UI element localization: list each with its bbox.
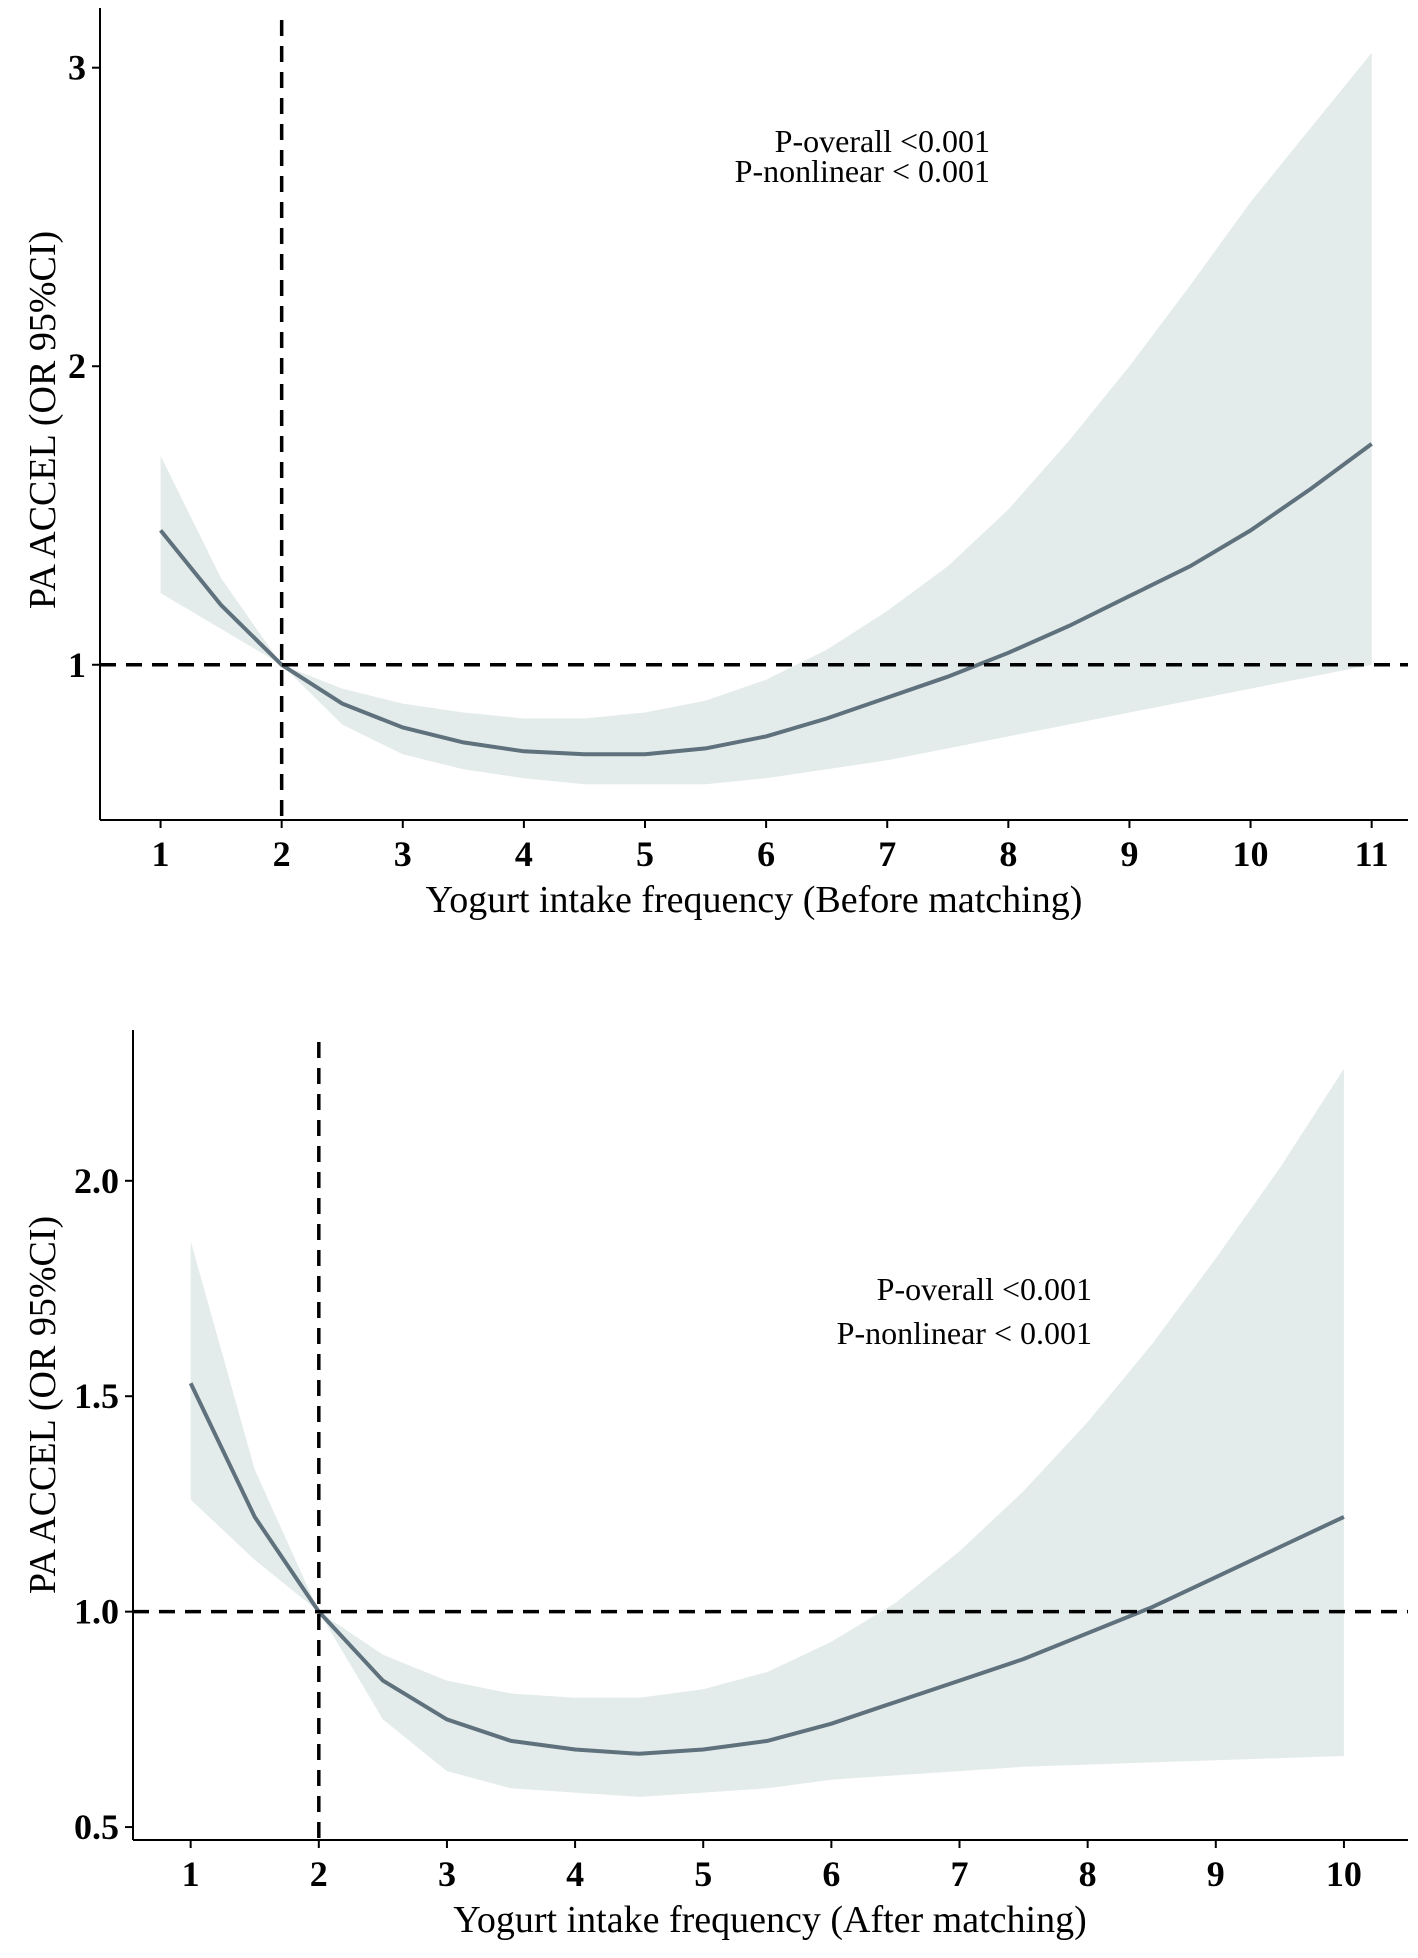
- top-panel: 1 2 3 4 5 6 7 8 9 10 11 123 Yogurt intake frequenc…: [22, 8, 1408, 921]
- x-tick-label: 10: [1233, 834, 1269, 874]
- confidence-band: [190, 1068, 1344, 1797]
- x-tick-label: 4: [566, 1854, 584, 1894]
- y-tick-label: 2: [68, 346, 86, 386]
- p-nonlinear-annotation: P-nonlinear < 0.001: [837, 1315, 1092, 1351]
- x-tick-label: 1: [182, 1854, 200, 1894]
- x-tick-label: 2: [273, 834, 291, 874]
- or-curve: [159, 442, 1373, 757]
- x-tick-label: 5: [636, 834, 654, 874]
- or-curve: [188, 1382, 1345, 1756]
- x-ticks: 1 2 3 4 5 6 7 8 9 10: [182, 1840, 1362, 1894]
- y-ticks: 0.5 1.0 1.5 2.0: [74, 1161, 133, 1847]
- y-tick-label: 2.0: [74, 1161, 119, 1201]
- x-tick-label: 11: [1355, 834, 1389, 874]
- y-tick-label: 1.5: [74, 1376, 119, 1416]
- x-tick-label: 8: [999, 834, 1017, 874]
- x-tick-label: 10: [1326, 1854, 1362, 1894]
- y-axis-title: PA ACCEL (OR 95%CI): [22, 1216, 64, 1594]
- x-tick-label: 7: [951, 1854, 969, 1894]
- p-overall-annotation: P-overall <0.001: [775, 123, 990, 159]
- bottom-panel: 1 2 3 4 5 6 7 8 9 10 0.5 1.0 1.5 2.0 Yogurt intake f…: [22, 1030, 1408, 1941]
- confidence-band: [160, 52, 1372, 785]
- x-tick-label: 9: [1120, 834, 1138, 874]
- p-overall-annotation: P-overall <0.001: [877, 1271, 1092, 1307]
- y-tick-label: 1: [68, 645, 86, 685]
- x-tick-label: 2: [310, 1854, 328, 1894]
- p-nonlinear-annotation: P-nonlinear < 0.001: [735, 153, 990, 189]
- x-tick-label: 9: [1207, 1854, 1225, 1894]
- x-tick-label: 3: [438, 1854, 456, 1894]
- x-tick-label: 7: [878, 834, 896, 874]
- y-ticks: 1 2 3: [68, 48, 100, 685]
- y-tick-label: 3: [68, 48, 86, 88]
- x-axis-title: Yogurt intake frequency (After matching): [453, 1899, 1087, 1941]
- x-tick-label: 6: [822, 1854, 840, 1894]
- x-tick-label: 4: [515, 834, 533, 874]
- x-tick-label: 6: [757, 834, 775, 874]
- x-ticks: 1 2 3 4 5 6 7 8 9 10 11: [152, 820, 1389, 874]
- y-axis-title: PA ACCEL (OR 95%CI): [22, 231, 64, 609]
- x-tick-label: 1: [152, 834, 170, 874]
- x-tick-label: 8: [1079, 1854, 1097, 1894]
- x-tick-label: 3: [394, 834, 412, 874]
- x-axis-title: Yogurt intake frequency (Before matching…: [426, 879, 1083, 921]
- y-tick-label: 1.0: [74, 1592, 119, 1632]
- x-tick-label: 5: [694, 1854, 712, 1894]
- y-tick-label: 0.5: [74, 1807, 119, 1847]
